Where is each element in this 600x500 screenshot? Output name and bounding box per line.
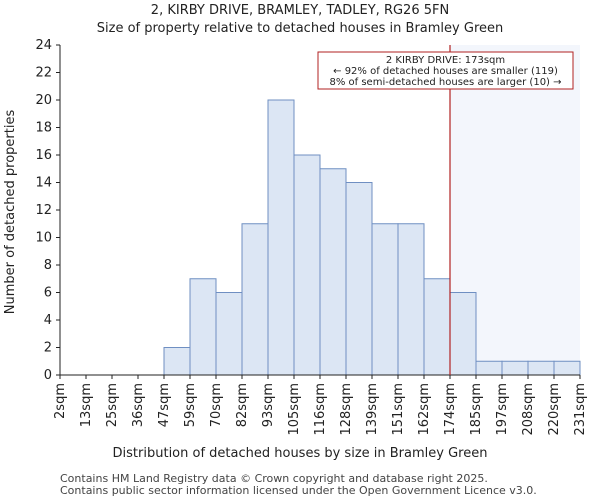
x-tick-label: 105sqm	[287, 383, 302, 436]
x-tick-label: 25sqm	[105, 383, 120, 427]
y-axis-label: Number of detached properties	[3, 110, 18, 315]
bar	[319, 168, 347, 376]
bar	[345, 182, 373, 376]
chart-subtitle: Size of property relative to detached ho…	[97, 21, 504, 36]
footer-line-1: Contains HM Land Registry data © Crown c…	[60, 472, 488, 485]
y-tick-label: 14	[35, 176, 52, 191]
x-axis-label: Distribution of detached houses by size …	[113, 446, 488, 461]
annotation-line-1: 2 KIRBY DRIVE: 173sqm	[386, 55, 505, 66]
y-tick-label: 6	[44, 286, 52, 301]
y-tick-label: 18	[35, 121, 52, 136]
x-tick-label: 13sqm	[79, 383, 94, 427]
bar	[371, 223, 399, 376]
x-tick-label: 116sqm	[313, 383, 328, 436]
x-tick-label: 208sqm	[521, 383, 536, 436]
annotation-line-3: 8% of semi-detached houses are larger (1…	[329, 77, 561, 88]
y-tick-label: 2	[44, 341, 52, 356]
bar	[163, 347, 191, 376]
x-tick-label: 162sqm	[417, 383, 432, 436]
x-tick-label: 36sqm	[131, 383, 146, 427]
x-tick-label: 220sqm	[547, 383, 562, 436]
x-tick-label: 70sqm	[209, 383, 224, 427]
bar	[553, 360, 581, 376]
bar	[397, 223, 425, 376]
x-tick-label: 185sqm	[469, 383, 484, 436]
y-tick-label: 24	[35, 38, 52, 53]
y-tick-label: 8	[44, 258, 52, 273]
y-tick-label: 4	[44, 313, 52, 328]
y-tick-label: 12	[35, 203, 52, 218]
x-tick-label: 59sqm	[183, 383, 198, 427]
x-tick-label: 47sqm	[157, 383, 172, 427]
bar	[189, 278, 217, 376]
y-tick-label: 10	[35, 231, 52, 246]
x-tick-label: 174sqm	[443, 383, 458, 436]
bar	[293, 154, 321, 376]
x-tick-label: 197sqm	[495, 383, 510, 436]
y-tick-label: 0	[44, 368, 52, 383]
x-tick-label: 128sqm	[339, 383, 354, 436]
bar	[475, 360, 503, 376]
annotation-line-2: ← 92% of detached houses are smaller (11…	[333, 66, 558, 77]
x-tick-label: 151sqm	[391, 383, 406, 436]
x-tick-label: 93sqm	[261, 383, 276, 427]
x-tick-label: 231sqm	[573, 383, 588, 436]
chart-title: 2, KIRBY DRIVE, BRAMLEY, TADLEY, RG26 5F…	[151, 3, 449, 18]
bar	[215, 292, 243, 376]
y-tick-label: 20	[35, 93, 52, 108]
x-tick-label: 82sqm	[235, 383, 250, 427]
footer-line-2: Contains public sector information licen…	[60, 484, 537, 497]
y-tick-label: 22	[35, 66, 52, 81]
bar	[267, 99, 295, 376]
y-tick-label: 16	[35, 148, 52, 163]
bar	[423, 278, 451, 376]
bar	[449, 292, 477, 376]
bar	[501, 360, 529, 376]
annotation-box	[317, 51, 574, 90]
x-tick-label: 139sqm	[365, 383, 380, 436]
bar	[241, 223, 269, 376]
x-tick-label: 2sqm	[53, 383, 68, 419]
bar	[527, 360, 555, 376]
